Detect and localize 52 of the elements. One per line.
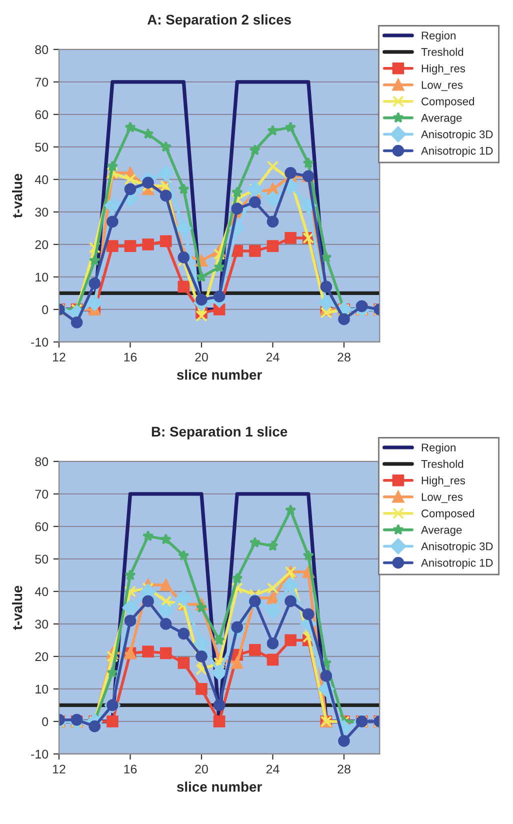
y-tick-label: 50 <box>35 142 48 152</box>
y-tick-label: 80 <box>35 45 48 54</box>
y-tick-label: 0 <box>42 305 48 314</box>
x-tick-label: 24 <box>266 764 280 774</box>
y-tick-label: 20 <box>35 652 48 662</box>
y-tick-label: 40 <box>34 175 48 184</box>
legend-label: Anisotropic 1D <box>421 558 493 569</box>
chart-title: B: Separation 1 slice <box>152 426 288 440</box>
y-tick-label: 30 <box>35 620 48 629</box>
y-axis-title: t-value <box>12 586 22 630</box>
y-tick-label: 30 <box>35 208 48 217</box>
x-tick-label: 28 <box>338 352 350 362</box>
x-axis-title: slice number <box>176 782 262 792</box>
x-tick-label: 20 <box>195 764 208 774</box>
x-tick-label: 28 <box>338 764 350 774</box>
y-tick-label: 50 <box>35 554 48 564</box>
y-tick-label: 70 <box>35 490 48 499</box>
legend-label: Treshold <box>421 48 464 56</box>
y-tick-label: -10 <box>31 750 48 759</box>
x-tick-label: 16 <box>124 352 137 362</box>
chart-title: A: Separation 2 slices <box>147 14 291 28</box>
legend-label: Anisotropic 3D <box>421 542 493 552</box>
legend-label: Average <box>421 114 462 124</box>
y-tick-label: 0 <box>42 717 48 726</box>
y-tick-label: 10 <box>36 272 48 282</box>
x-tick-label: 16 <box>124 764 137 774</box>
x-tick-label: 24 <box>266 352 280 362</box>
y-tick-label: 80 <box>35 457 48 466</box>
y-tick-label: 70 <box>35 78 48 87</box>
y-tick-label: 10 <box>36 684 48 694</box>
x-axis-title: slice number <box>176 370 262 380</box>
legend-label: Anisotropic 3D <box>421 130 493 140</box>
legend-label: Average <box>421 526 462 536</box>
y-axis-title: t-value <box>12 174 22 218</box>
legend-label: Anisotropic 1D <box>421 146 493 157</box>
y-tick-label: 20 <box>35 240 48 250</box>
legend-label: High_res <box>422 64 466 75</box>
y-tick-label: 60 <box>35 110 48 120</box>
y-tick-label: 40 <box>34 587 48 596</box>
x-tick-label: 12 <box>52 352 66 362</box>
legend-label: Treshold <box>421 460 464 468</box>
legend-label: Composed <box>422 509 474 520</box>
legend-label: Composed <box>422 97 474 108</box>
y-tick-label: 60 <box>35 522 48 532</box>
legend-label: Low_res <box>422 81 463 91</box>
y-tick-label: -10 <box>31 338 48 347</box>
legend-label: Low_res <box>422 493 463 503</box>
x-tick-label: 20 <box>195 352 208 362</box>
x-tick-label: 12 <box>52 764 66 774</box>
legend-label: High_res <box>422 476 466 487</box>
legend-label: Region <box>422 443 456 454</box>
legend-label: Region <box>422 31 456 42</box>
